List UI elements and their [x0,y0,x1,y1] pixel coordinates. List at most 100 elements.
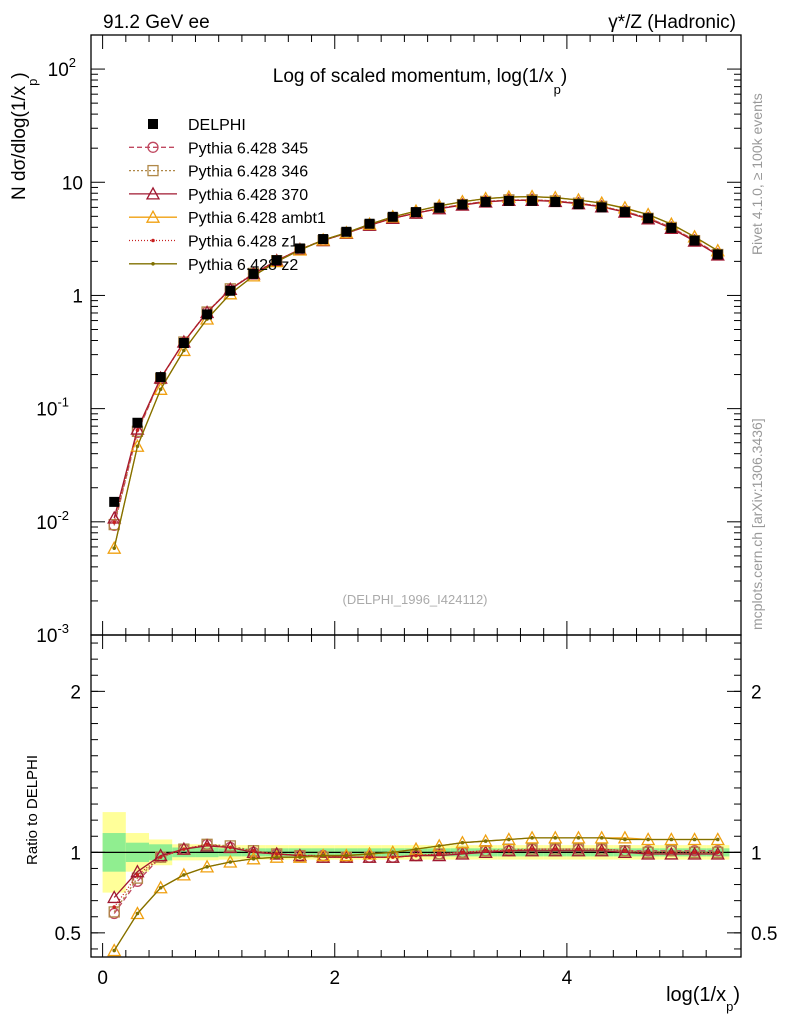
data-point [503,195,514,206]
ratio-series-marker [641,846,656,860]
ratio-tick-label-left: 0.5 [55,924,81,945]
ratio-series-marker [664,846,679,860]
header-right: γ*/Z (Hadronic) [608,12,736,33]
legend-entry: Pythia 6.428 346 [129,164,308,181]
ratio-series-marker [367,852,372,856]
ratio-series-marker [692,837,697,842]
ratio-series-marker [576,847,581,851]
watermark: (DELPHI_1996_I424112) [342,592,487,607]
data-point [480,196,491,207]
ratio-series-marker [455,846,470,860]
ratio-series-marker [274,855,279,859]
ratio-frame [90,634,742,958]
data-point [434,202,445,213]
main-series-marker [112,520,117,525]
data-point [712,249,723,260]
main-series-marker [112,546,117,550]
legend-marker [151,238,155,243]
data-point [411,207,421,218]
ratio-series-marker [617,844,633,858]
ratio-series-marker [483,839,488,843]
main-series-marker [130,438,145,452]
legend-label: DELPHI [188,117,246,134]
ratio-series-marker [223,840,238,854]
legend-label: Pythia 6.428 z1 [188,234,298,251]
legend-entry: Pythia 6.428 345 [129,140,308,157]
x-tick-label: 4 [562,968,573,989]
legend-marker [147,164,159,177]
ratio-series-marker [669,850,674,855]
ratio-series-marker [228,845,233,850]
ratio-series-marker [112,948,117,953]
ratio-series-marker [339,849,354,863]
ratio-series-marker [478,844,493,858]
ratio-series-marker [669,837,674,842]
legend-label: Pythia 6.428 ambt1 [188,210,326,227]
ratio-series-marker [623,848,627,853]
main-series-marker [158,387,163,392]
ratio-series-marker [414,853,418,858]
x-tick-label: 2 [329,968,340,989]
data-point [643,213,654,224]
legend-label: Pythia 6.428 z2 [188,257,298,274]
ratio-series-marker [390,850,395,855]
mcplots-label: mcplots.cern.ch [arXiv:1306.3436] [749,418,765,630]
y-tick-label: 102 [48,55,76,81]
ratio-tick-label-right: 1 [751,843,762,864]
ratio-series-marker [483,848,488,853]
data-point [596,202,607,213]
legend-label: Pythia 6.428 370 [188,187,308,204]
y-tick-label: 10-3 [36,621,69,647]
data-point [457,199,468,210]
data-point [294,243,305,254]
legend-entry-data: DELPHI [148,117,246,134]
ratio-series-marker [665,845,678,857]
ratio-series-marker [715,837,720,842]
legend-marker [147,141,159,153]
data-point [132,417,143,428]
main-series-line [113,199,719,523]
ratio-series-marker [576,836,581,840]
legend-marker [145,209,161,223]
legend-entry: Pythia 6.428 ambt1 [129,209,326,227]
ratio-tick-label-right: 2 [751,682,762,703]
plot-title: Log of scaled momentum, log(1/xp) [273,66,567,97]
ratio-series-marker [599,836,604,840]
y-tick-label: 10-2 [36,508,69,534]
ratio-series-marker [687,846,702,860]
ratio-series-marker [182,873,186,877]
ratio-series-marker [316,849,331,863]
data-point [155,372,166,383]
ratio-tick-label-left: 2 [70,682,81,703]
data-point [248,268,259,279]
main-series-marker [182,348,186,353]
ratio-series-marker [154,851,167,863]
data-point [527,195,538,206]
ratio-series-marker [130,906,145,920]
ratio-tick-label-left: 1 [70,843,81,864]
ratio-series-marker [692,850,697,855]
ratio-series-marker [617,830,633,844]
rivet-label: Rivet 4.1.0, ≥ 100k events [749,93,765,255]
data-point [364,218,375,229]
ratio-series-marker [437,844,442,848]
x-axis-label: log(1/xp) [666,984,740,1014]
ratio-series-marker [408,848,424,862]
ratio-series-marker [524,843,540,857]
main-series-marker [130,421,145,435]
y-axis-label: N dσ/dlog(1/xp) [9,72,40,200]
main-series-marker [135,428,140,432]
data-point [109,496,120,507]
data-point [689,235,700,246]
data-point [619,207,630,218]
ratio-series-marker [107,890,122,904]
legend-entry: Pythia 6.428 z2 [129,257,298,274]
ratio-series-marker [112,905,117,909]
ratio-series-marker [153,848,168,862]
ratio-tick-label-right: 0.5 [751,924,777,945]
data-point [573,199,584,210]
y-tick-label: 1 [72,286,83,307]
main-series-marker [135,444,140,449]
data-point [225,285,236,296]
